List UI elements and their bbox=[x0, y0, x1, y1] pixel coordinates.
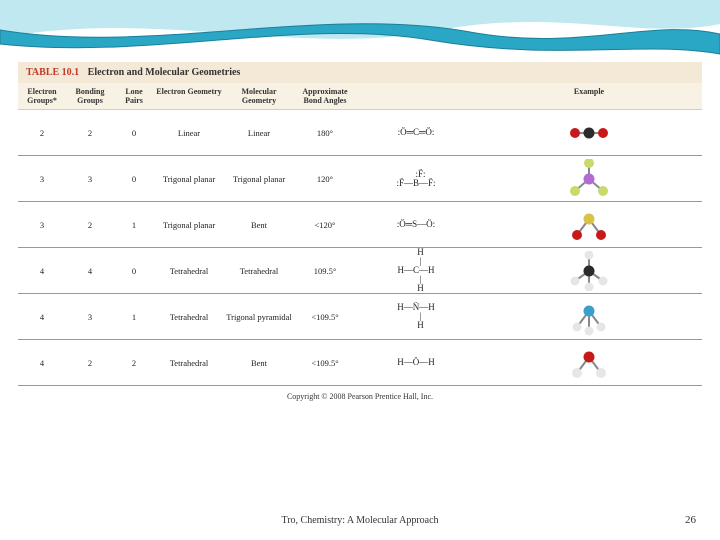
col-header: Electron Groups* bbox=[18, 87, 66, 105]
col-header: Bonding Groups bbox=[66, 87, 114, 105]
cell-electron-geometry: Tetrahedral bbox=[154, 312, 224, 322]
cell-lone-pairs: 1 bbox=[114, 312, 154, 322]
cell-molecular-model bbox=[476, 297, 702, 337]
copyright-text: Copyright © 2008 Pearson Prentice Hall, … bbox=[18, 392, 702, 401]
col-header: Example bbox=[476, 87, 702, 105]
cell-molecular-geometry: Bent bbox=[224, 220, 294, 230]
table-row: 2 2 0 Linear Linear 180° :Ö═C═Ö: bbox=[18, 110, 702, 156]
table-row: 3 3 0 Trigonal planar Trigonal planar 12… bbox=[18, 156, 702, 202]
cell-bond-angle: <120° bbox=[294, 220, 356, 230]
cell-bonding-groups: 3 bbox=[66, 174, 114, 184]
cell-bond-angle: 109.5° bbox=[294, 266, 356, 276]
cell-molecular-model bbox=[476, 205, 702, 245]
cell-lewis-structure: H | H—C—H | H bbox=[356, 248, 476, 293]
col-header: Electron Geometry bbox=[154, 87, 224, 105]
cell-electron-groups: 2 bbox=[18, 128, 66, 138]
cell-electron-groups: 3 bbox=[18, 220, 66, 230]
cell-bonding-groups: 3 bbox=[66, 312, 114, 322]
cell-electron-geometry: Trigonal planar bbox=[154, 220, 224, 230]
cell-lewis-structure: :Ö═C═Ö: bbox=[356, 128, 476, 137]
cell-electron-geometry: Linear bbox=[154, 128, 224, 138]
cell-lewis-structure: :Ö═S—Ö: bbox=[356, 220, 476, 229]
col-header bbox=[356, 87, 476, 105]
table-row: 3 2 1 Trigonal planar Bent <120° :Ö═S—Ö: bbox=[18, 202, 702, 248]
col-header: Approximate Bond Angles bbox=[294, 87, 356, 105]
cell-bonding-groups: 2 bbox=[66, 220, 114, 230]
cell-molecular-geometry: Linear bbox=[224, 128, 294, 138]
cell-lone-pairs: 2 bbox=[114, 358, 154, 368]
footer-page-number: 26 bbox=[685, 514, 696, 526]
cell-lewis-structure: H—Ö—H bbox=[356, 358, 476, 367]
cell-lone-pairs: 0 bbox=[114, 266, 154, 276]
table-row: 4 2 2 Tetrahedral Bent <109.5° H—Ö—H bbox=[18, 340, 702, 386]
cell-electron-geometry: Trigonal planar bbox=[154, 174, 224, 184]
footer-source: Tro, Chemistry: A Molecular Approach bbox=[0, 515, 720, 526]
cell-electron-geometry: Tetrahedral bbox=[154, 358, 224, 368]
table-row: 4 3 1 Tetrahedral Trigonal pyramidal <10… bbox=[18, 294, 702, 340]
cell-bond-angle: <109.5° bbox=[294, 312, 356, 322]
cell-lone-pairs: 0 bbox=[114, 128, 154, 138]
cell-bond-angle: <109.5° bbox=[294, 358, 356, 368]
col-header: Lone Pairs bbox=[114, 87, 154, 105]
slide-content: TABLE 10.1 Electron and Molecular Geomet… bbox=[0, 0, 720, 401]
cell-lone-pairs: 0 bbox=[114, 174, 154, 184]
cell-electron-groups: 3 bbox=[18, 174, 66, 184]
cell-bonding-groups: 2 bbox=[66, 128, 114, 138]
table-title-bar: TABLE 10.1 Electron and Molecular Geomet… bbox=[18, 62, 702, 83]
cell-bond-angle: 180° bbox=[294, 128, 356, 138]
cell-electron-groups: 4 bbox=[18, 358, 66, 368]
cell-electron-geometry: Tetrahedral bbox=[154, 266, 224, 276]
col-header: Molecular Geometry bbox=[224, 87, 294, 105]
cell-lewis-structure: :F̈: :F̈—B—F̈: bbox=[356, 170, 476, 188]
cell-lewis-structure: H—N̈—H | H bbox=[356, 303, 476, 330]
cell-molecular-model bbox=[476, 159, 702, 199]
table-header-row: Electron Groups* Bonding Groups Lone Pai… bbox=[18, 83, 702, 110]
table-title: Electron and Molecular Geometries bbox=[88, 67, 241, 78]
cell-molecular-geometry: Bent bbox=[224, 358, 294, 368]
cell-bond-angle: 120° bbox=[294, 174, 356, 184]
cell-bonding-groups: 2 bbox=[66, 358, 114, 368]
cell-molecular-model bbox=[476, 113, 702, 153]
cell-bonding-groups: 4 bbox=[66, 266, 114, 276]
cell-molecular-geometry: Trigonal pyramidal bbox=[224, 312, 294, 322]
cell-electron-groups: 4 bbox=[18, 266, 66, 276]
cell-molecular-geometry: Tetrahedral bbox=[224, 266, 294, 276]
table-row: 4 4 0 Tetrahedral Tetrahedral 109.5° H |… bbox=[18, 248, 702, 294]
cell-electron-groups: 4 bbox=[18, 312, 66, 322]
cell-molecular-geometry: Trigonal planar bbox=[224, 174, 294, 184]
cell-molecular-model bbox=[476, 343, 702, 383]
cell-lone-pairs: 1 bbox=[114, 220, 154, 230]
cell-molecular-model bbox=[476, 251, 702, 291]
table-label: TABLE 10.1 bbox=[26, 67, 79, 78]
